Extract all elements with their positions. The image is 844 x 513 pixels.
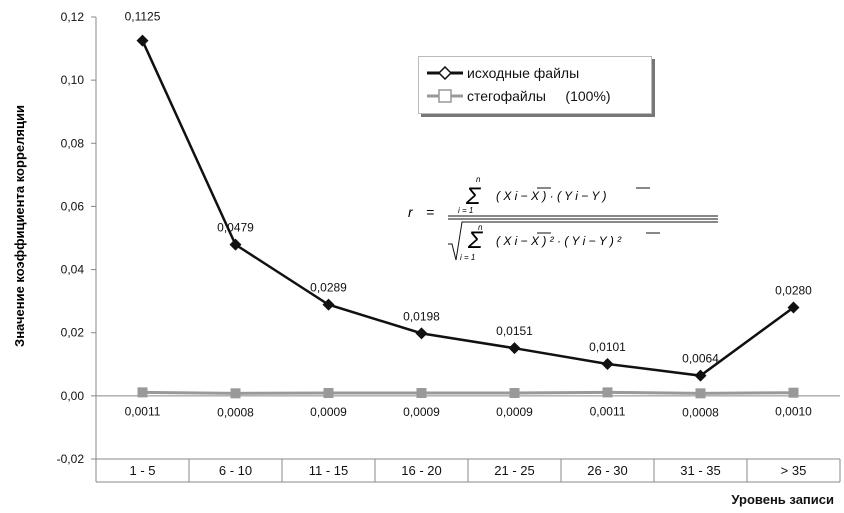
data-point-original	[694, 369, 707, 382]
data-point-stego	[137, 387, 148, 398]
data-label-original: 0,1125	[125, 10, 161, 24]
data-point-original	[508, 342, 521, 355]
legend: исходные файлы стегофайлы (100%)	[418, 56, 652, 114]
y-tick-label: 0,08	[61, 136, 85, 150]
y-tick-label: -0,02	[57, 452, 85, 466]
y-tick-label: 0,12	[61, 10, 85, 24]
svg-text:r: r	[408, 204, 414, 220]
data-point-stego	[695, 388, 706, 399]
x-tick-label: 21 - 25	[494, 463, 534, 478]
data-label-stego: 0,0011	[590, 404, 626, 418]
data-label-stego: 0,0008	[682, 405, 719, 419]
x-tick-label: > 35	[781, 463, 807, 478]
x-tick-label: 16 - 20	[401, 463, 441, 478]
series-line-stego	[142, 390, 794, 395]
series-line-original	[141, 40, 795, 377]
correlation-formula: r = Σ n i = 1 ( X i − X ) · ( Y i − Y ) …	[396, 166, 726, 266]
svg-text:i = 1: i = 1	[458, 206, 473, 215]
x-tick-label: 26 - 30	[587, 463, 627, 478]
svg-text:i = 1: i = 1	[460, 253, 475, 262]
legend-line-square-icon	[427, 89, 463, 103]
data-point-stego	[509, 388, 520, 399]
data-label-original: 0,0198	[403, 309, 440, 323]
data-label-stego: 0,0008	[217, 405, 254, 419]
x-tick-label: 31 - 35	[680, 463, 720, 478]
data-point-original	[322, 298, 335, 311]
svg-text:Σ: Σ	[465, 183, 482, 210]
legend-item-stego: стегофайлы (100%)	[427, 88, 611, 104]
data-label-stego: 0,0009	[496, 405, 533, 419]
svg-text:Σ: Σ	[467, 227, 484, 254]
y-tick-label: 0,00	[61, 389, 85, 403]
x-tick-label: 6 - 10	[219, 463, 252, 478]
data-label-original: 0,0151	[496, 324, 533, 338]
data-point-original	[136, 34, 149, 47]
data-label-original: 0,0280	[775, 283, 812, 297]
legend-line-diamond-icon	[427, 66, 463, 80]
y-tick-label: 0,04	[61, 263, 85, 277]
data-point-original	[601, 357, 614, 370]
data-label-original: 0,0479	[217, 221, 254, 235]
x-tick-label: 1 - 5	[129, 463, 155, 478]
data-label-stego: 0,0009	[403, 405, 440, 419]
data-label-stego: 0,0010	[775, 405, 812, 419]
legend-label-stego: стегофайлы (100%)	[467, 88, 611, 104]
data-label-original: 0,0289	[310, 281, 347, 295]
legend-label-original: исходные файлы	[467, 65, 580, 81]
x-axis-title: Уровень записи	[731, 492, 834, 507]
y-tick-label: 0,06	[61, 199, 85, 213]
svg-text:n: n	[476, 175, 481, 184]
y-tick-label: 0,10	[61, 73, 85, 87]
data-label-original: 0,0064	[682, 352, 719, 366]
data-point-stego	[323, 388, 334, 399]
y-axis-title-container: Значение коэффициента корреляции	[4, 56, 34, 396]
data-label-stego: 0,0011	[125, 404, 161, 418]
svg-text:( X i − X ) · ( Y i − Y: ( X i − X ) · ( Y i − Y )	[496, 189, 606, 203]
y-axis-title: Значение коэффициента корреляции	[12, 105, 27, 347]
data-point-original	[415, 327, 428, 340]
data-point-original	[787, 301, 800, 314]
legend-item-original: исходные файлы	[427, 65, 579, 81]
data-label-stego: 0,0009	[310, 405, 347, 419]
svg-text:( X i − X ) ² · ( Y i −: ( X i − X ) ² · ( Y i − Y ) ²	[496, 234, 622, 248]
data-point-stego	[602, 387, 613, 398]
data-point-stego	[416, 388, 427, 399]
data-point-stego	[230, 388, 241, 399]
x-tick-label: 11 - 15	[309, 463, 349, 478]
svg-text:n: n	[478, 223, 483, 232]
data-point-original	[229, 238, 242, 251]
data-label-original: 0,0101	[589, 340, 626, 354]
data-point-stego	[788, 387, 799, 398]
y-tick-label: 0,02	[61, 326, 85, 340]
svg-text:=: =	[426, 204, 434, 220]
